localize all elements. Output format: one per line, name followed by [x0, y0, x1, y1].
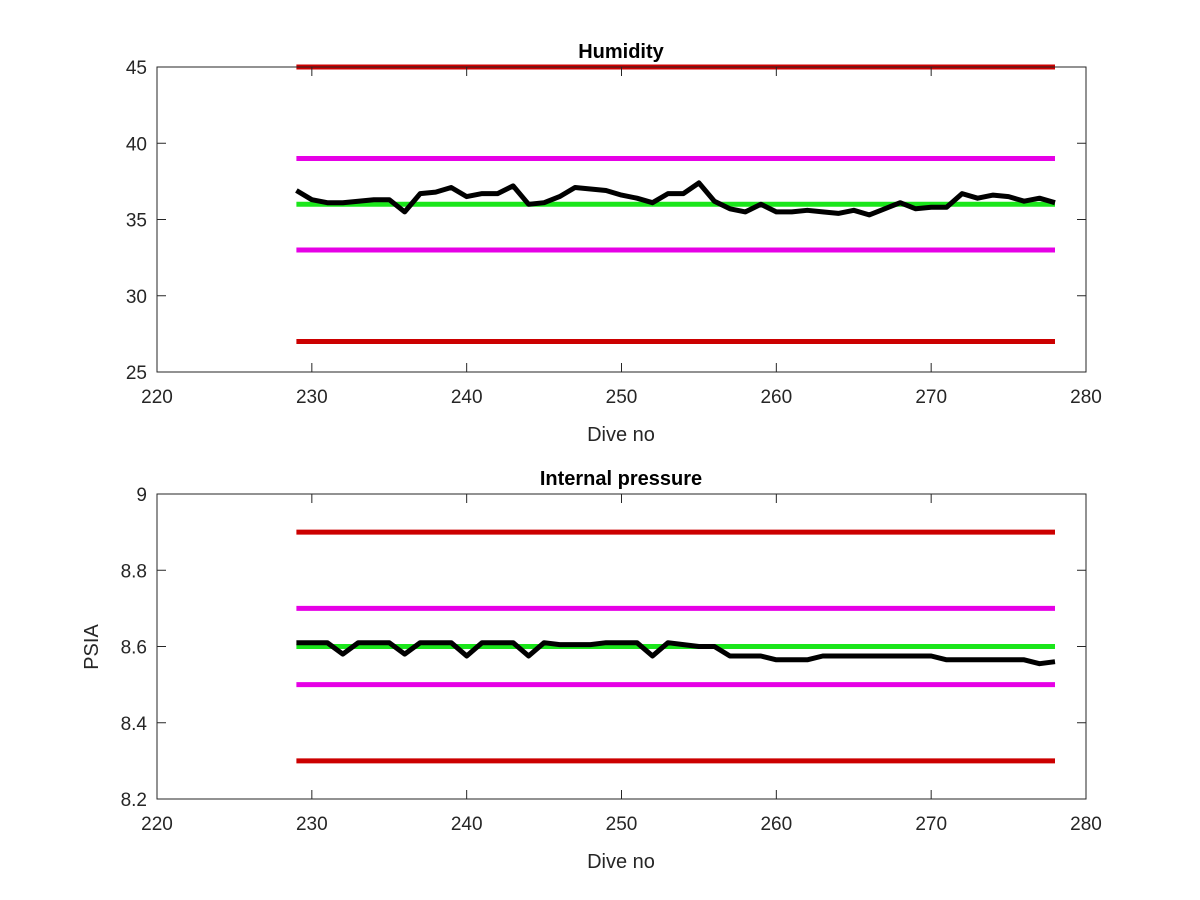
pressure-series-line-6 — [296, 640, 1056, 667]
humidity-y-tick-label: 45 — [126, 58, 147, 79]
pressure-y-tick-label: 8.8 — [121, 561, 147, 582]
humidity-y-tick-label: 30 — [126, 287, 147, 308]
humidity-x-ticks: 220 230 240 250 260 270 280 — [141, 67, 1102, 408]
pressure-x-tick-label: 240 — [451, 814, 483, 835]
pressure-y-tick-label: 8.4 — [121, 714, 148, 735]
pressure-x-tick-label: 230 — [296, 814, 328, 835]
pressure-title: Internal pressure — [540, 468, 702, 490]
humidity-subplot: 220 230 240 250 260 270 280 25 30 35 40 45 Humidit… — [126, 41, 1102, 446]
humidity-xlabel: Dive no — [587, 424, 655, 446]
humidity-y-tick-label: 35 — [126, 211, 147, 232]
pressure-x-tick-label: 270 — [915, 814, 947, 835]
pressure-y-tick-label: 8.6 — [121, 638, 147, 659]
humidity-y-tick-label: 25 — [126, 363, 147, 384]
humidity-x-tick-label: 250 — [606, 387, 638, 408]
pressure-ylabel: PSIA — [81, 624, 103, 670]
humidity-y-ticks: 25 30 35 40 45 — [126, 58, 1086, 384]
pressure-x-tick-label: 250 — [606, 814, 638, 835]
humidity-series-line-6 — [295, 180, 1056, 218]
humidity-x-tick-label: 270 — [915, 387, 947, 408]
pressure-x-ticks: 220 230 240 250 260 270 280 — [141, 494, 1102, 835]
pressure-series-layer — [296, 529, 1056, 764]
pressure-y-tick-label: 9 — [136, 485, 147, 506]
pressure-y-ticks: 8.2 8.4 8.6 8.8 9 — [121, 485, 1086, 811]
pressure-subplot: 220 230 240 250 260 270 280 8.2 8.4 8.6 8.8 9 Inte… — [81, 468, 1102, 873]
pressure-x-tick-label: 260 — [760, 814, 792, 835]
pressure-y-tick-label: 8.2 — [121, 790, 147, 811]
humidity-x-tick-label: 280 — [1070, 387, 1102, 408]
pressure-x-tick-label: 280 — [1070, 814, 1102, 835]
humidity-x-tick-label: 260 — [760, 387, 792, 408]
pressure-x-tick-label: 220 — [141, 814, 173, 835]
humidity-x-tick-label: 230 — [296, 387, 328, 408]
humidity-y-tick-label: 40 — [126, 134, 147, 155]
humidity-x-tick-label: 220 — [141, 387, 173, 408]
pressure-xlabel: Dive no — [587, 851, 655, 873]
humidity-x-tick-label: 240 — [451, 387, 483, 408]
humidity-title: Humidity — [578, 41, 664, 63]
